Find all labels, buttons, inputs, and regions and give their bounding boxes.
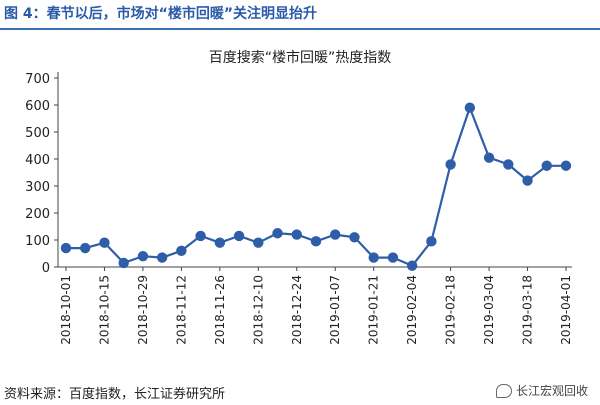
x-tick-label: 2018-10-29 xyxy=(136,275,150,345)
x-tick-label: 2018-11-26 xyxy=(213,275,227,345)
chart-title: 百度搜索“楼市回暖”热度指数 xyxy=(209,49,392,66)
y-tick-label: 700 xyxy=(25,72,50,87)
data-point xyxy=(503,159,514,170)
x-tick-label: 2019-03-04 xyxy=(482,275,496,345)
data-point xyxy=(541,160,552,171)
x-tick-label: 2019-02-04 xyxy=(405,275,419,345)
data-point xyxy=(291,229,302,240)
data-point xyxy=(368,252,379,263)
data-point xyxy=(80,242,91,254)
data-point xyxy=(406,260,418,271)
data-point xyxy=(387,252,399,263)
line-chart: 百度搜索“楼市回暖”热度指数 0 100 200 300 400 500 600 700 20… xyxy=(25,49,573,345)
data-point xyxy=(330,229,341,240)
chat-bubble-icon xyxy=(495,383,512,398)
x-tick-label: 2019-01-07 xyxy=(328,275,342,345)
y-axis-ticks: 0 100 200 300 400 500 600 700 xyxy=(25,72,58,276)
chart-container: 百度搜索“楼市回暖”热度指数 0 100 200 300 400 500 600 700 20… xyxy=(0,30,600,380)
source-note: 资料来源：百度指数，长江证券研究所 xyxy=(4,387,226,402)
data-point xyxy=(99,237,110,248)
data-point xyxy=(176,245,187,256)
data-point xyxy=(253,237,264,248)
y-tick-label: 0 xyxy=(42,261,50,276)
data-point xyxy=(60,242,72,254)
data-point xyxy=(560,160,572,171)
data-point xyxy=(445,159,456,170)
x-tick-label: 2018-10-01 xyxy=(59,275,73,345)
data-point xyxy=(214,237,226,248)
x-axis-ticks: 2018-10-01 2018-10-15 2018-10-29 2018-11-12… xyxy=(59,267,573,345)
x-tick-label: 2018-11-12 xyxy=(174,275,188,345)
data-point xyxy=(464,102,476,113)
data-point xyxy=(118,257,129,269)
y-tick-label: 400 xyxy=(25,153,50,168)
data-point xyxy=(233,230,245,242)
data-point xyxy=(349,232,360,243)
figure-title: 图 4：春节以后，市场对“楼市回暖”关注明显抬升 xyxy=(0,0,600,30)
data-points xyxy=(60,102,572,271)
watermark: 长江宏观回收 xyxy=(495,382,588,399)
x-tick-label: 2018-12-10 xyxy=(251,275,265,345)
data-point xyxy=(522,175,533,186)
x-tick-label: 2018-12-24 xyxy=(290,275,304,345)
y-tick-label: 200 xyxy=(25,207,50,222)
data-point xyxy=(310,236,322,247)
x-tick-label: 2019-01-21 xyxy=(367,275,381,345)
x-tick-label: 2019-03-18 xyxy=(521,275,535,345)
x-tick-label: 2019-02-18 xyxy=(444,275,458,345)
x-tick-label: 2019-04-01 xyxy=(559,275,573,345)
y-tick-label: 100 xyxy=(25,234,50,249)
data-point xyxy=(156,252,168,263)
y-tick-label: 500 xyxy=(25,126,50,141)
data-point xyxy=(272,228,283,239)
data-point xyxy=(483,152,495,163)
y-tick-label: 300 xyxy=(25,180,50,195)
x-tick-label: 2018-10-15 xyxy=(97,275,111,345)
y-tick-label: 600 xyxy=(25,99,50,114)
watermark-text: 长江宏观回收 xyxy=(515,384,588,398)
data-point xyxy=(137,251,149,262)
data-point xyxy=(195,230,206,242)
data-point xyxy=(426,236,437,247)
